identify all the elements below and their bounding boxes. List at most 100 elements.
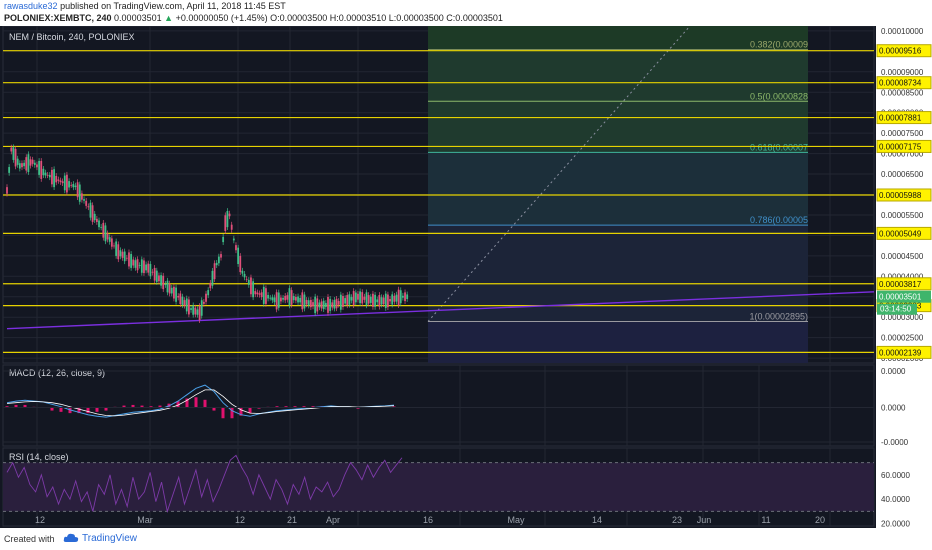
y-tick-label: 0.00007000 <box>881 150 924 159</box>
y-tick-label: 0.00002500 <box>881 334 924 343</box>
candle-body <box>329 298 332 311</box>
x-tick-label: 20 <box>815 515 825 525</box>
candle-body <box>125 257 128 259</box>
symbol-line: POLONIEX:XEMBTC, 240 0.00003501 ▲ +0.000… <box>4 13 503 23</box>
candle-body <box>232 238 235 241</box>
candle-body <box>402 295 404 298</box>
macd-histogram-bar <box>185 398 189 408</box>
macd-y-tick-label: -0.0000 <box>881 438 909 447</box>
candle-body <box>140 259 143 273</box>
candle-body <box>115 241 118 256</box>
candle-body <box>382 297 385 305</box>
candle-body <box>179 293 182 305</box>
macd-histogram-bar <box>248 407 252 414</box>
candle-body <box>81 193 83 200</box>
candle-body <box>207 290 210 296</box>
macd-histogram-bar <box>122 405 126 408</box>
candle-body <box>117 244 120 260</box>
tradingview-brand[interactable]: TradingView <box>82 533 138 544</box>
macd-histogram-bar <box>23 404 27 408</box>
publisher-name[interactable]: rawasduke32 <box>4 1 58 11</box>
candle-body <box>72 183 75 188</box>
x-tick-label: May <box>507 515 525 525</box>
level-tag-label: 0.00007175 <box>879 142 922 151</box>
candle-body <box>395 294 398 302</box>
level-tag <box>876 76 932 90</box>
candle-body <box>100 226 103 228</box>
candle-body <box>352 291 355 306</box>
candle-body <box>138 265 141 266</box>
candle-body <box>12 147 15 160</box>
candle-body <box>78 184 81 202</box>
y-tick-label: 0.00005500 <box>881 211 924 220</box>
candle-body <box>359 291 361 304</box>
candle-body <box>237 247 240 265</box>
candle-body <box>252 281 254 298</box>
chart-canvas[interactable]: 12 Mar 12 21 Apr 16 May 14 23 Jun 11 20 0.00010000 0.… <box>0 26 932 528</box>
y-tick-label: 0.00008500 <box>881 88 924 97</box>
candle-body <box>40 160 43 179</box>
candle-body <box>350 297 353 301</box>
last-price: 0.00003501 <box>114 13 162 23</box>
countdown-label: 03:14:50 <box>880 305 912 314</box>
macd-histogram-bar <box>158 405 162 408</box>
macd-histogram-bar <box>221 407 225 419</box>
candle-body <box>318 302 321 308</box>
purple-trendline <box>6 291 875 330</box>
candle-body <box>83 199 85 201</box>
candle-body <box>8 167 11 173</box>
x-tick-label: 21 <box>287 515 297 525</box>
rsi-pane-title: RSI (14, close) <box>9 452 69 462</box>
candle-body <box>31 159 34 164</box>
candle-body <box>389 298 391 302</box>
macd-histogram-bar <box>257 407 261 409</box>
candle-body <box>224 215 227 231</box>
candle-body <box>192 305 195 315</box>
candle-body <box>243 273 246 278</box>
y-tick-label: 0.00009000 <box>881 68 924 77</box>
candle-body <box>346 295 349 306</box>
candle-body <box>260 292 263 298</box>
candle-body <box>393 295 396 302</box>
candle-body <box>48 174 51 178</box>
y-tick-label: 0.00003000 <box>881 313 924 322</box>
candle-body <box>153 267 156 281</box>
level-tag-label: 0.00007881 <box>879 114 922 123</box>
candle-body <box>87 206 90 208</box>
price-pane-title: NEM / Bitcoin, 240, POLONIEX <box>9 32 135 42</box>
level-tag <box>876 277 932 291</box>
candle-body <box>51 169 53 185</box>
y-tick-label: 0.00004000 <box>881 272 924 281</box>
candle-body <box>361 292 364 304</box>
candle-body <box>23 162 26 167</box>
candle-body <box>57 179 60 181</box>
candle-body <box>190 308 192 310</box>
candle-body <box>177 296 180 298</box>
candle-body <box>290 290 293 305</box>
candle-body <box>254 291 257 295</box>
candle-body <box>151 271 154 273</box>
level-tag <box>876 226 932 240</box>
level-tag-label: 0.00002139 <box>879 348 922 357</box>
chart-header: rawasduke32 published on TradingView.com… <box>0 0 932 26</box>
macd-pane-title: MACD (12, 26, close, 9) <box>9 368 105 378</box>
candle-body <box>168 283 171 294</box>
candle-body <box>66 174 68 193</box>
candle-body <box>113 245 115 247</box>
candle-body <box>220 254 222 258</box>
candle-body <box>36 164 38 168</box>
projection-diagonal <box>427 26 691 322</box>
candle-body <box>378 294 381 307</box>
candle-body <box>265 288 267 304</box>
candle-body <box>175 287 177 302</box>
x-tick-label: Mar <box>137 515 153 525</box>
candle-body <box>70 184 73 186</box>
x-tick-label: Jun <box>697 515 712 525</box>
level-tag-label: 0.00003817 <box>879 280 922 289</box>
candle-body <box>130 254 133 268</box>
candle-body <box>14 148 17 167</box>
candle-body <box>391 294 394 305</box>
candle-body <box>369 296 372 303</box>
candle-body <box>215 262 218 266</box>
macd-pane <box>2 364 875 447</box>
